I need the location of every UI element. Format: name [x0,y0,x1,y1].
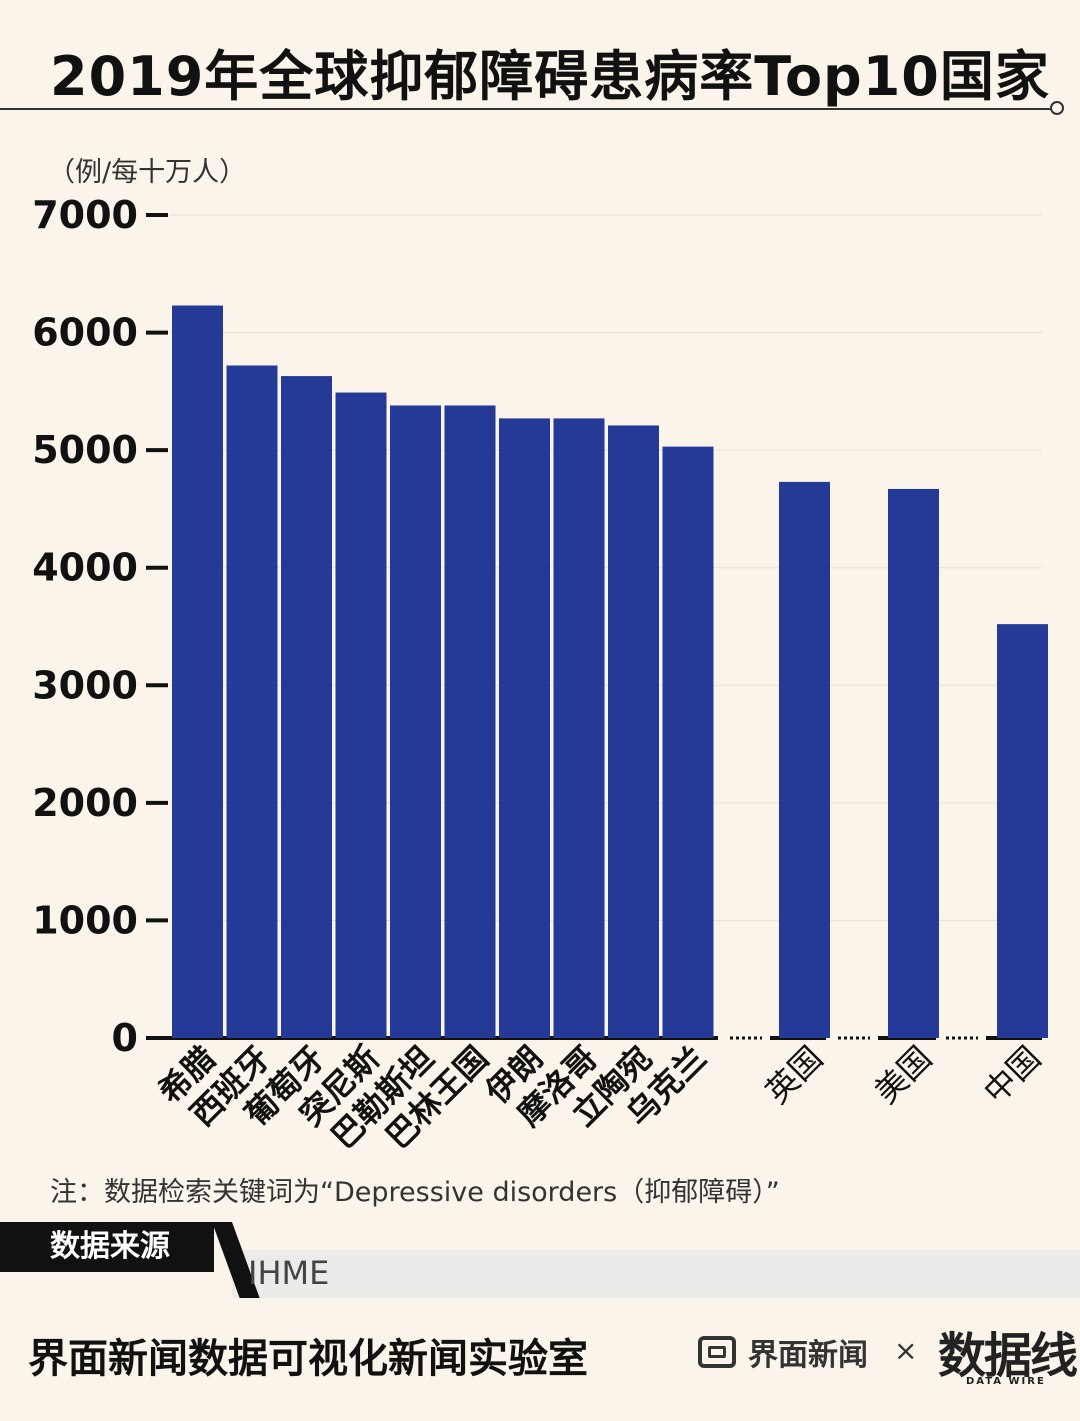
y-tick-label: 7000 [32,193,138,237]
source-value-box [232,1250,1080,1298]
brand-logo-icon [698,1336,736,1368]
bar-1 [172,305,223,1038]
bar-6 [444,405,496,1039]
y-tick-label: 1000 [32,898,138,942]
y-tick-label: 6000 [32,311,138,355]
source-value: IHME [248,1254,330,1292]
bar-9 [608,425,659,1038]
y-tick-label: 0 [112,1016,138,1060]
x-category-label: 中国 [976,1039,1048,1111]
brand-name: 界面新闻 [748,1338,868,1373]
bar-7 [499,418,550,1038]
y-tick-label: 2000 [32,781,138,825]
x-category-label: 英国 [758,1039,830,1111]
lab-name: 界面新闻数据可视化新闻实验室 [28,1336,588,1382]
bar-12 [888,488,939,1039]
bar-13 [997,624,1048,1038]
y-tick-label: 5000 [32,428,138,472]
bar-8 [553,418,605,1038]
bar-5 [390,405,441,1039]
bar-3 [281,376,332,1038]
y-tick-label: 4000 [32,546,138,590]
brand: 界面新闻 [698,1330,868,1374]
brand-separator: × [894,1334,918,1367]
y-tick-label: 3000 [32,663,138,707]
x-category-label: 美国 [867,1039,939,1111]
y-axis-unit-label: （例/每十万人） [48,157,247,188]
bar-11 [779,481,830,1038]
datawire-logo-sub: DATA WIRE [966,1376,1046,1387]
bar-chart: 01000200030004000500060007000希腊西班牙葡萄牙突尼斯… [32,193,1048,1156]
title-divider-dot [1050,101,1064,115]
chart-title: 2019年全球抑郁障碍患病率Top10国家 [50,45,1050,108]
bar-10 [662,446,714,1038]
source-label: 数据来源 [0,1222,214,1272]
bar-4 [335,392,387,1039]
title-divider [0,108,1062,110]
datawire-logo: 数据线 [938,1328,1078,1384]
bar-2 [226,365,278,1038]
data-note: 注：数据检索关键词为“Depressive disorders（抑郁障碍）” [50,1177,780,1208]
